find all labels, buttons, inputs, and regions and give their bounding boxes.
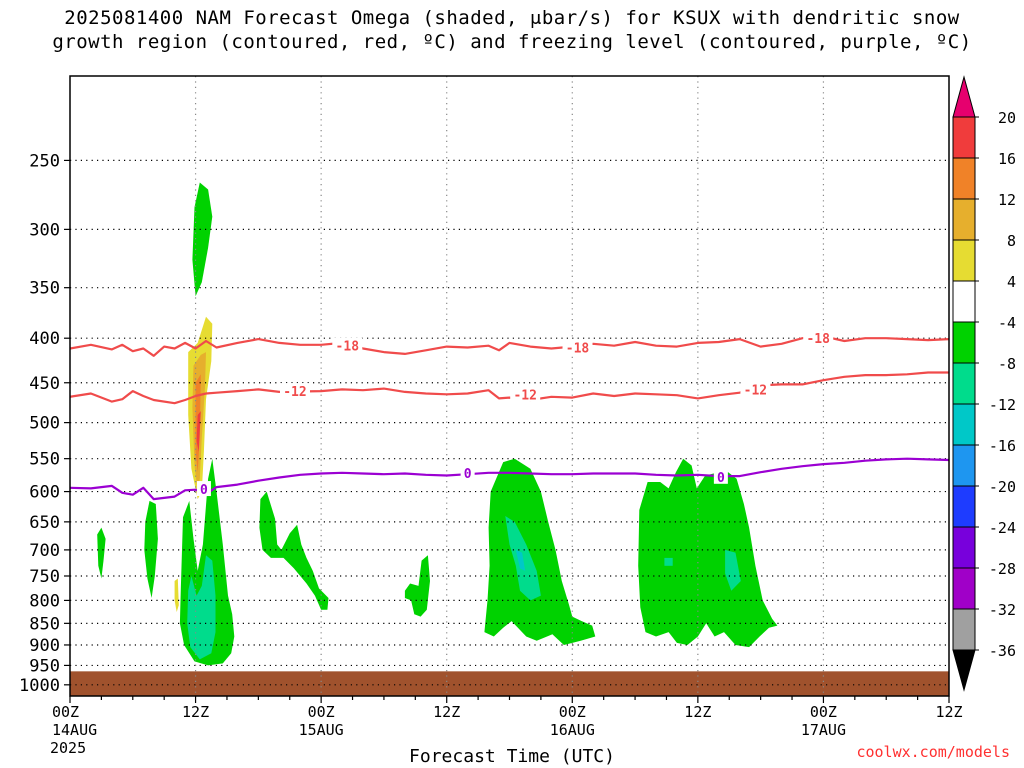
contour-label-bg--12-2 [740, 381, 771, 397]
contour-label-bg-0-2 [713, 468, 728, 484]
x-tick-date-48: 16AUG [550, 721, 595, 739]
omega-region-10 [259, 491, 329, 610]
x-tick-year-0: 2025 [50, 739, 86, 757]
y-tick-label-600: 600 [29, 483, 60, 503]
omega-region-11 [404, 555, 430, 617]
y-tick-label-850: 850 [29, 614, 60, 634]
contour-label-bg--12-0 [279, 383, 310, 399]
colorbar-swatch-5 [952, 321, 976, 364]
omega-region-9 [187, 555, 216, 660]
colorbar-swatch-8 [952, 444, 976, 487]
y-tick-label-250: 250 [29, 151, 60, 171]
contour-line--18 [70, 335, 949, 357]
colorbar-swatch-12 [952, 608, 976, 651]
omega-region-16 [725, 549, 741, 591]
x-tick-label-24: 00Z [308, 703, 335, 721]
colorbar-label-9: -20 [989, 478, 1016, 496]
x-tick-label-48: 00Z [559, 703, 586, 721]
x-tick-date-72: 17AUG [801, 721, 846, 739]
colorbar-bottom-triangle [952, 649, 976, 692]
contour-label--18-1: -18 [566, 342, 590, 357]
colorbar-label-6: -8 [998, 355, 1016, 373]
x-tick-label-36: 12Z [433, 703, 460, 721]
omega-region-12 [484, 458, 596, 645]
contour-label--12-0: -12 [283, 385, 306, 400]
chart-title-line-1: 2025081400 NAM Forecast Omega (shaded, μ… [64, 7, 960, 29]
omega-region-17 [664, 557, 673, 566]
x-tick-label-72: 00Z [810, 703, 837, 721]
omega-region-4 [196, 411, 201, 452]
colorbar-swatch-10 [952, 526, 976, 569]
colorbar-label-1: 16 [998, 150, 1016, 168]
chart-title: 2025081400 NAM Forecast Omega (shaded, μ… [0, 6, 1024, 54]
y-tick-label-650: 650 [29, 513, 60, 533]
contour-label-bg--12-1 [510, 386, 541, 402]
y-tick-label-700: 700 [29, 541, 60, 561]
colorbar-label-12: -32 [989, 601, 1016, 619]
ground-terrain [70, 671, 949, 696]
contour-line--12 [70, 371, 949, 405]
x-tick-label-84: 12Z [935, 703, 962, 721]
contour-label-bg-0-1 [460, 464, 475, 480]
y-tick-label-450: 450 [29, 374, 60, 394]
contour-label-0-1: 0 [464, 467, 472, 482]
y-tick-label-300: 300 [29, 220, 60, 240]
colorbar-label-5: -4 [998, 314, 1016, 332]
colorbar-label-3: 8 [1007, 232, 1016, 250]
colorbar-swatch-3 [952, 239, 976, 282]
colorbar-swatch-4 [952, 280, 976, 323]
chart-title-line-2: growth region (contoured, red, ºC) and f… [52, 31, 972, 53]
y-tick-label-750: 750 [29, 567, 60, 587]
site-credit: coolwx.com/models [856, 743, 1010, 761]
y-tick-label-550: 550 [29, 450, 60, 470]
colorbar-label-0: 20 [998, 109, 1016, 127]
contour-label-bg--18-0 [332, 337, 363, 353]
colorbar-swatch-11 [952, 567, 976, 610]
colorbar-swatch-2 [952, 198, 976, 241]
x-axis-label: Forecast Time (UTC) [409, 746, 615, 767]
contour-label--12-2: -12 [744, 383, 767, 398]
omega-region-13 [505, 516, 541, 601]
colorbar-top-triangle [952, 75, 976, 118]
colorbar-label-11: -28 [989, 560, 1016, 578]
colorbar-label-7: -12 [989, 396, 1016, 414]
colorbar-swatch-1 [952, 157, 976, 200]
y-tick-label-800: 800 [29, 591, 60, 611]
colorbar-label-2: 12 [998, 191, 1016, 209]
y-tick-label-1000: 1000 [19, 676, 60, 696]
colorbar-swatch-6 [952, 362, 976, 405]
x-tick-date-0: 14AUG [52, 721, 97, 739]
colorbar-label-4: 4 [1007, 273, 1016, 291]
x-tick-label-60: 12Z [684, 703, 711, 721]
omega-region-0 [192, 182, 213, 297]
contour-label--12-1: -12 [513, 388, 536, 403]
omega-region-15 [638, 458, 778, 648]
contour-label-0-0: 0 [200, 483, 208, 498]
contour-label-bg--18-2 [803, 330, 834, 346]
y-tick-label-500: 500 [29, 414, 60, 434]
y-tick-label-950: 950 [29, 656, 60, 676]
colorbar-swatch-7 [952, 403, 976, 446]
omega-region-14 [515, 549, 526, 571]
colorbar-label-10: -24 [989, 519, 1016, 537]
colorbar-label-8: -16 [989, 437, 1016, 455]
x-tick-date-24: 15AUG [299, 721, 344, 739]
colorbar-swatch-9 [952, 485, 976, 528]
y-tick-label-900: 900 [29, 636, 60, 656]
contour-label-bg--18-1 [562, 339, 593, 355]
contour-label--18-2: -18 [806, 332, 830, 347]
y-tick-label-350: 350 [29, 279, 60, 299]
y-tick-label-400: 400 [29, 329, 60, 349]
omega-region-6 [97, 527, 106, 579]
colorbar-label-13: -36 [989, 642, 1016, 660]
contour-label-bg-0-0 [196, 481, 211, 497]
contour-label--18-0: -18 [336, 340, 360, 355]
colorbar-swatch-0 [952, 116, 976, 159]
omega-region-5 [174, 578, 179, 612]
x-tick-label-0: 00Z [52, 703, 79, 721]
contour-label-0-2: 0 [717, 471, 725, 486]
x-tick-label-12: 12Z [182, 703, 209, 721]
